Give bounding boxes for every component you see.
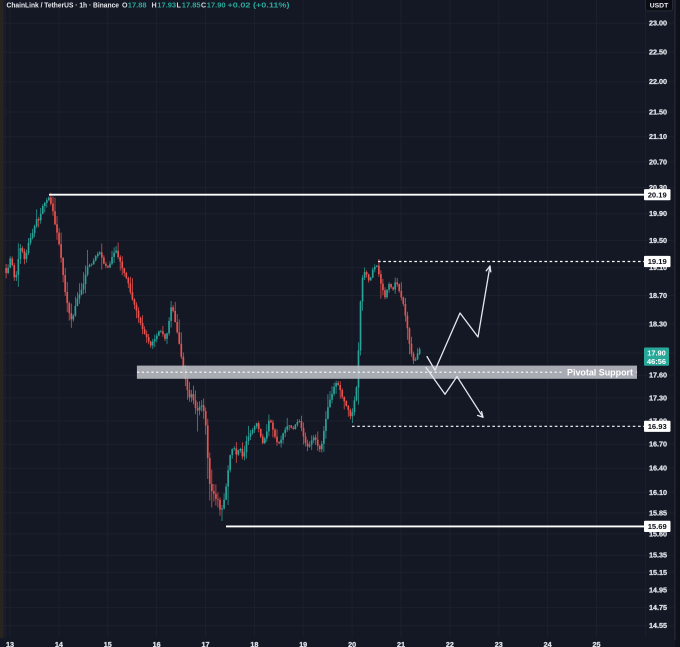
svg-text:22.50: 22.50 <box>649 48 667 57</box>
svg-text:+0.02 (+0.11%): +0.02 (+0.11%) <box>228 2 291 10</box>
svg-text:22: 22 <box>446 640 454 647</box>
svg-text:L: L <box>177 2 182 10</box>
svg-text:17.30: 17.30 <box>649 393 667 402</box>
svg-text:21.50: 21.50 <box>649 107 667 116</box>
svg-text:20.19: 20.19 <box>648 190 667 199</box>
svg-text:17.60: 17.60 <box>649 371 667 380</box>
svg-text:19: 19 <box>299 640 307 647</box>
svg-text:21.10: 21.10 <box>649 132 667 141</box>
svg-text:20.70: 20.70 <box>649 157 667 166</box>
svg-text:15.60: 15.60 <box>649 529 667 538</box>
svg-text:16.70: 16.70 <box>649 440 667 449</box>
svg-text:19.50: 19.50 <box>649 236 667 245</box>
svg-text:15.69: 15.69 <box>648 522 667 531</box>
svg-text:14.55: 14.55 <box>649 621 667 630</box>
svg-text:18.70: 18.70 <box>649 291 667 300</box>
svg-text:H: H <box>152 2 157 10</box>
svg-text:19.90: 19.90 <box>649 209 667 218</box>
svg-text:15.85: 15.85 <box>649 508 667 517</box>
svg-text:17.90: 17.90 <box>647 349 666 358</box>
svg-text:15: 15 <box>104 640 112 647</box>
svg-text:17.93: 17.93 <box>157 2 176 10</box>
svg-text:16.93: 16.93 <box>648 422 667 431</box>
svg-text:20: 20 <box>348 640 356 647</box>
svg-text:15.15: 15.15 <box>649 568 667 577</box>
svg-text:20.30: 20.30 <box>649 183 667 192</box>
svg-text:17.88: 17.88 <box>128 2 147 10</box>
svg-text:16.40: 16.40 <box>649 464 667 473</box>
svg-text:25: 25 <box>593 640 601 647</box>
svg-text:22.00: 22.00 <box>649 77 667 86</box>
svg-text:ChainLink / TetherUS · 1h · Bi: ChainLink / TetherUS · 1h · Binance <box>7 2 120 10</box>
svg-text:17.85: 17.85 <box>182 2 201 10</box>
svg-text:23: 23 <box>495 640 503 647</box>
svg-text:46:56: 46:56 <box>647 357 666 366</box>
svg-text:19.10: 19.10 <box>649 263 667 272</box>
svg-text:14: 14 <box>55 640 63 647</box>
svg-text:21: 21 <box>397 640 405 647</box>
svg-text:18.30: 18.30 <box>649 319 667 328</box>
svg-text:18: 18 <box>250 640 258 647</box>
svg-text:16: 16 <box>153 640 161 647</box>
svg-text:19.19: 19.19 <box>648 257 667 266</box>
svg-text:Pivotal Support: Pivotal Support <box>567 368 633 378</box>
svg-text:17: 17 <box>202 640 210 647</box>
svg-text:C: C <box>201 2 206 10</box>
svg-text:O: O <box>122 2 128 10</box>
svg-text:13: 13 <box>6 640 14 647</box>
svg-text:14.75: 14.75 <box>649 603 667 612</box>
svg-text:16.10: 16.10 <box>649 488 667 497</box>
svg-text:17.90: 17.90 <box>207 2 226 10</box>
svg-text:24: 24 <box>544 640 552 647</box>
svg-text:15.35: 15.35 <box>649 551 667 560</box>
svg-text:USDT: USDT <box>650 2 669 9</box>
svg-text:23.00: 23.00 <box>649 19 667 28</box>
svg-text:14.95: 14.95 <box>649 585 667 594</box>
